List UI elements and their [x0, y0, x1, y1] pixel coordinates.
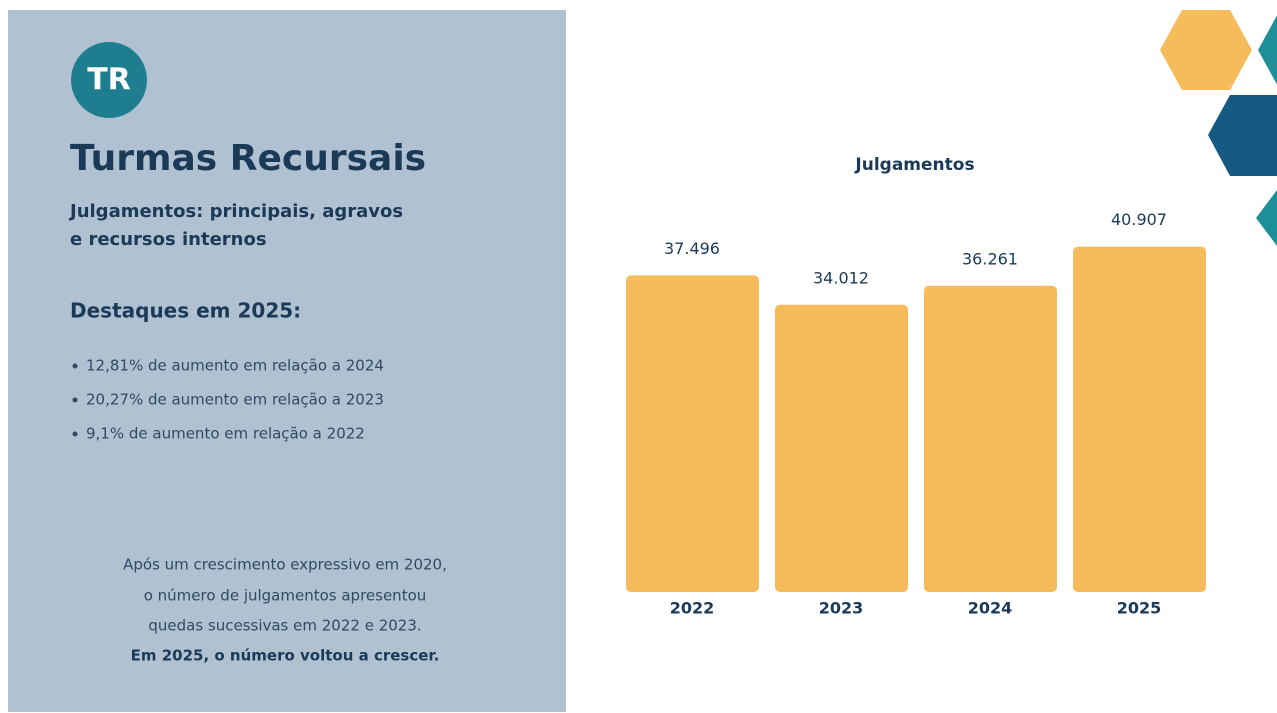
bar: [1073, 246, 1206, 592]
highlight: 9,1% de aumento em relação a 2022: [86, 425, 365, 443]
badge: [71, 42, 147, 118]
panel-title: Turmas Recursais: [70, 138, 426, 179]
decor-hex: [1160, 10, 1252, 90]
x-tick-label: 2023: [819, 599, 864, 618]
bar: [775, 304, 908, 592]
subtitle: Julgamentos: principais, agravos: [68, 201, 403, 222]
value-label: 37.496: [664, 239, 720, 258]
bar: [626, 275, 759, 592]
side-panel: [8, 10, 566, 712]
decor-hex: [1256, 190, 1277, 246]
x-tick-label: 2022: [670, 599, 715, 618]
bullet: [72, 431, 78, 437]
highlight: 20,27% de aumento em relação a 2023: [86, 391, 384, 409]
highlights: 12,81% de aumento em relação a 2024 20,27…: [72, 357, 384, 443]
badge-text: TR: [87, 63, 131, 98]
subtitle: e recursos internos: [70, 229, 267, 250]
highlight: 12,81% de aumento em relação a 2024: [86, 357, 384, 375]
note-line: quedas sucessivas em 2022 e 2023.: [148, 617, 421, 635]
note-line: o número de julgamentos apresentou: [144, 587, 427, 605]
bullet: [72, 363, 78, 369]
value-label: 34.012: [813, 268, 869, 287]
x-tick-label: 2024: [968, 599, 1013, 618]
note-emphasis: Em 2025, o número voltou a crescer.: [131, 647, 440, 665]
value-label: 36.261: [962, 249, 1018, 268]
highlights-title: Destaques em 2025:: [70, 299, 301, 323]
bar: [924, 285, 1057, 592]
decor-hex: [1208, 95, 1277, 176]
bullet: [72, 397, 78, 403]
value-label: 40.907: [1111, 210, 1167, 229]
note-line: Após um crescimento expressivo em 2020,: [123, 556, 447, 574]
chart-title: Julgamentos: [854, 155, 974, 175]
x-tick-label: 2025: [1117, 599, 1162, 618]
decor-hex: [1258, 15, 1277, 85]
